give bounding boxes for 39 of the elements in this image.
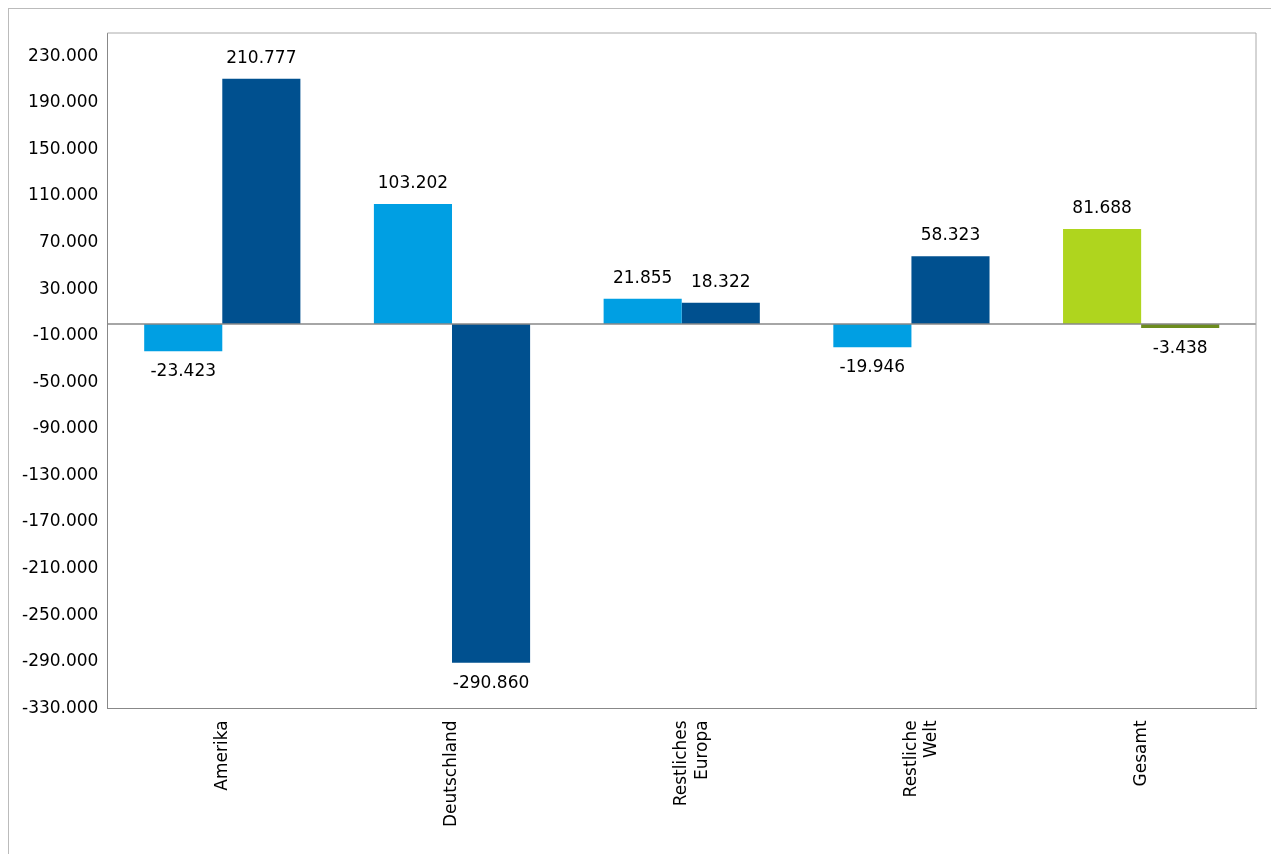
y-tick-label: 190.000 xyxy=(28,91,99,112)
bar xyxy=(144,324,223,352)
y-tick-label: 150.000 xyxy=(28,137,99,158)
bar xyxy=(681,302,760,325)
y-tick-label: -10.000 xyxy=(32,324,99,345)
y-tick-label: -250.000 xyxy=(22,603,99,624)
bar xyxy=(222,78,301,325)
data-label: 210.777 xyxy=(226,46,297,67)
y-tick-label: -170.000 xyxy=(22,510,99,531)
data-label: -23.423 xyxy=(150,360,217,381)
data-label: 21.855 xyxy=(612,266,673,287)
bar xyxy=(1063,228,1142,325)
x-tick-label: Amerika xyxy=(210,720,231,791)
y-tick-label: -50.000 xyxy=(32,370,99,391)
data-label: -19.946 xyxy=(839,356,906,377)
y-tick-label: -290.000 xyxy=(22,650,99,671)
x-tick-label: Restliche Welt xyxy=(899,720,941,798)
y-tick-label: -210.000 xyxy=(22,557,99,578)
data-label: 81.688 xyxy=(1072,196,1132,217)
data-label: 58.323 xyxy=(920,224,981,245)
data-label: -3.438 xyxy=(1152,337,1208,358)
y-tick-label: 70.000 xyxy=(38,231,99,252)
data-label: 18.322 xyxy=(691,270,751,291)
x-tick-label: Gesamt xyxy=(1129,720,1150,787)
bar xyxy=(603,298,682,325)
y-tick-label: -90.000 xyxy=(32,417,99,438)
bar xyxy=(833,324,912,348)
x-tick-label: Restliches Europa xyxy=(670,720,711,807)
y-tick-label: 110.000 xyxy=(28,184,99,205)
y-tick-label: 230.000 xyxy=(28,44,99,65)
y-tick-label: -130.000 xyxy=(22,463,99,484)
x-tick-label: Deutschland xyxy=(440,720,461,828)
bar xyxy=(452,324,531,663)
y-tick-label: 30.000 xyxy=(38,277,99,298)
bar xyxy=(911,256,990,325)
data-label: 103.202 xyxy=(377,171,449,192)
data-label: -290.860 xyxy=(452,671,530,692)
bar xyxy=(373,203,452,325)
y-tick-label: -330.000 xyxy=(22,696,99,717)
